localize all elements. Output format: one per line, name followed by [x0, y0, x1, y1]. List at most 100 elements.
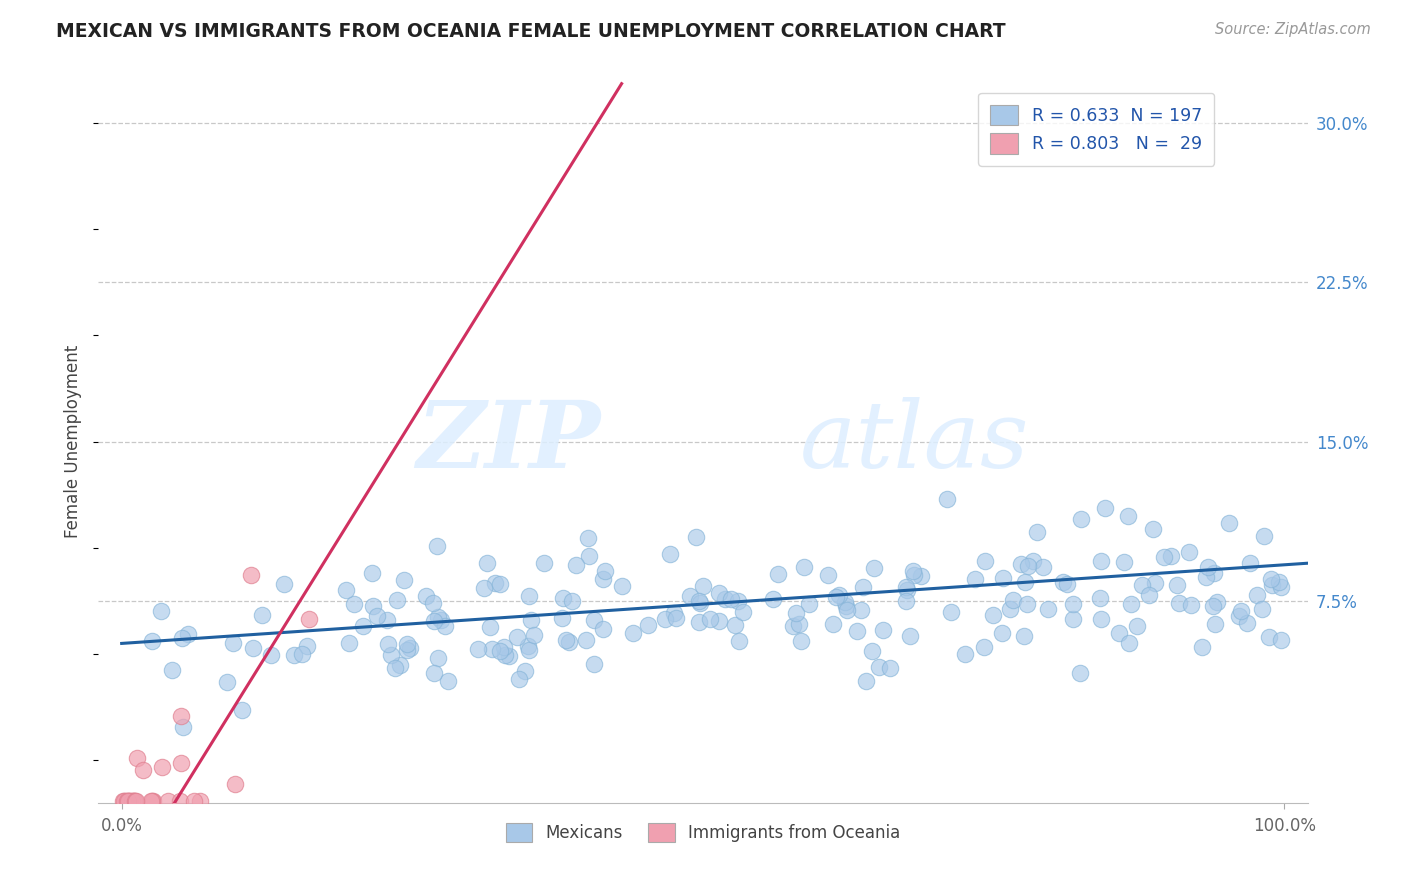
Point — [156, 794, 179, 808]
Point — [637, 617, 659, 632]
Point — [1144, 576, 1167, 591]
Point — [713, 591, 735, 606]
Point — [1268, 575, 1291, 590]
Point — [172, 720, 194, 734]
Point — [125, 751, 148, 765]
Point — [1153, 549, 1175, 564]
Point — [1094, 501, 1116, 516]
Point — [260, 648, 283, 662]
Legend: Mexicans, Immigrants from Oceania: Mexicans, Immigrants from Oceania — [499, 816, 907, 848]
Point — [1069, 665, 1091, 680]
Point — [582, 657, 605, 672]
Point — [117, 794, 139, 808]
Point — [981, 607, 1004, 622]
Point — [1038, 602, 1060, 616]
Point — [898, 629, 921, 643]
Point — [868, 660, 890, 674]
Point — [1194, 570, 1216, 584]
Point — [1166, 578, 1188, 592]
Point — [575, 632, 598, 647]
Point — [427, 610, 450, 624]
Point — [1022, 554, 1045, 568]
Point — [998, 602, 1021, 616]
Point — [1180, 598, 1202, 612]
Point — [1015, 598, 1038, 612]
Point — [494, 640, 516, 654]
Point — [1052, 574, 1074, 589]
Point — [879, 661, 901, 675]
Point — [610, 579, 633, 593]
Point — [150, 603, 173, 617]
Point — [1090, 611, 1112, 625]
Text: MEXICAN VS IMMIGRANTS FROM OCEANIA FEMALE UNEMPLOYMENT CORRELATION CHART: MEXICAN VS IMMIGRANTS FROM OCEANIA FEMAL… — [56, 22, 1005, 41]
Point — [169, 794, 191, 808]
Point — [170, 631, 193, 645]
Point — [121, 794, 143, 808]
Point — [592, 623, 614, 637]
Point — [273, 577, 295, 591]
Point — [731, 605, 754, 619]
Point — [517, 589, 540, 603]
Point — [1168, 596, 1191, 610]
Point — [415, 589, 437, 603]
Point — [423, 666, 446, 681]
Point — [974, 553, 997, 567]
Point — [1012, 629, 1035, 643]
Point — [472, 581, 495, 595]
Point — [1270, 632, 1292, 647]
Point — [517, 640, 540, 654]
Point — [936, 491, 959, 506]
Point — [709, 614, 731, 628]
Point — [533, 556, 555, 570]
Point — [823, 616, 845, 631]
Point — [1261, 578, 1284, 592]
Point — [177, 627, 200, 641]
Point — [423, 614, 446, 628]
Point — [720, 591, 742, 606]
Point — [707, 586, 730, 600]
Point — [498, 648, 520, 663]
Point — [118, 794, 141, 808]
Point — [834, 595, 856, 609]
Point — [1227, 608, 1250, 623]
Point — [121, 794, 143, 808]
Point — [388, 658, 411, 673]
Point — [1116, 508, 1139, 523]
Point — [337, 635, 360, 649]
Point — [1125, 619, 1147, 633]
Point — [384, 661, 406, 675]
Point — [335, 583, 357, 598]
Point — [1119, 597, 1142, 611]
Point — [1257, 630, 1279, 644]
Point — [114, 794, 136, 808]
Point — [963, 573, 986, 587]
Point — [1229, 604, 1251, 618]
Point — [551, 611, 574, 625]
Point — [1062, 612, 1084, 626]
Point — [426, 539, 449, 553]
Point — [654, 612, 676, 626]
Point — [484, 575, 506, 590]
Point — [242, 641, 264, 656]
Point — [789, 634, 811, 648]
Point — [565, 558, 588, 573]
Point — [112, 794, 135, 808]
Point — [1142, 522, 1164, 536]
Point — [505, 631, 527, 645]
Point — [1112, 555, 1135, 569]
Point — [283, 648, 305, 662]
Point — [298, 612, 321, 626]
Point — [160, 663, 183, 677]
Point — [366, 609, 388, 624]
Point — [520, 613, 543, 627]
Point — [551, 591, 574, 605]
Point — [592, 572, 614, 586]
Point — [558, 635, 581, 649]
Point — [1062, 597, 1084, 611]
Point — [1250, 601, 1272, 615]
Point — [188, 794, 211, 808]
Point — [1090, 554, 1112, 568]
Point — [727, 594, 749, 608]
Point — [361, 599, 384, 613]
Point — [170, 709, 193, 723]
